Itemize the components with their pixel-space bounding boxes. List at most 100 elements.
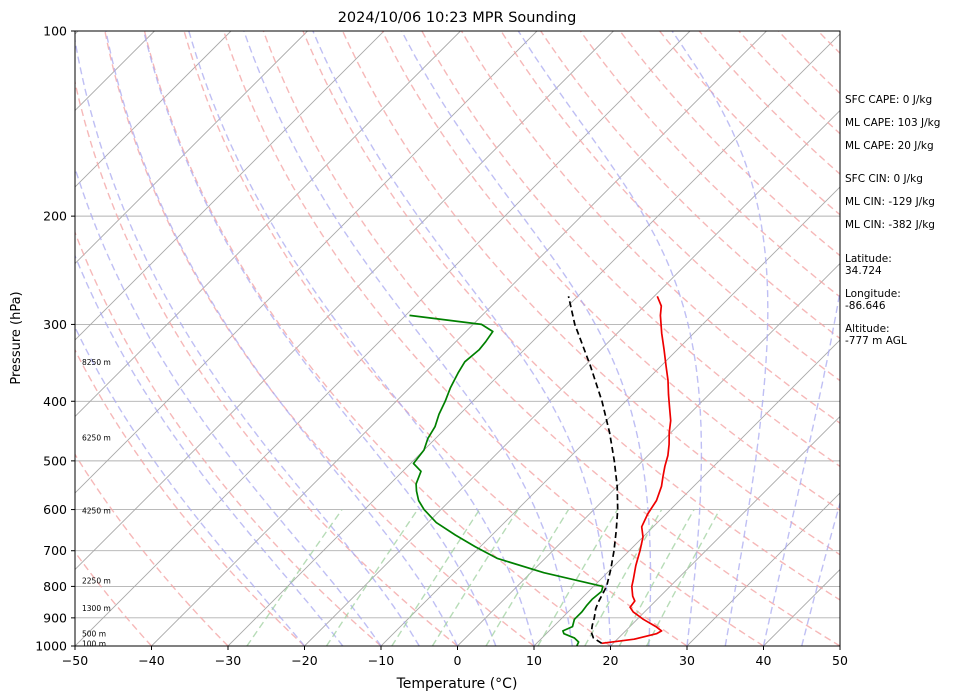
- moist-adiabat: [243, 31, 573, 646]
- dry-adiabat: [619, 31, 840, 257]
- dry-adiabat: [698, 31, 840, 175]
- dry-adiabat: [104, 31, 535, 646]
- isotherm-line: [380, 186, 840, 646]
- sounding-parameter: Altitude: -777 m AGL: [845, 323, 907, 347]
- isotherm-line: [457, 262, 840, 646]
- mixing-ratio-line: [485, 509, 570, 646]
- x-axis-label: Temperature (°C): [396, 676, 518, 692]
- x-tick-label: −40: [138, 653, 164, 668]
- y-axis-ticks: 1000 900 800 700 600 500 400 300 200 100: [35, 24, 75, 654]
- x-tick-label: 50: [832, 653, 848, 668]
- height-label: 1300 m: [82, 604, 111, 613]
- moist-adiabat: [143, 31, 497, 646]
- sounding-parameter: SFC CIN: 0 J/kg: [845, 173, 923, 185]
- x-tick-label: 10: [526, 653, 542, 668]
- height-label: 2250 m: [82, 576, 111, 585]
- isotherm-line: [686, 492, 840, 646]
- y-axis-label: Pressure (hPa): [9, 291, 24, 384]
- moist-adiabat: [75, 165, 382, 646]
- dry-adiabat: [75, 78, 458, 646]
- mixing-ratio-line: [246, 509, 343, 646]
- moist-adiabat: [671, 31, 769, 646]
- sounding-parameter: Longitude: -86.646: [845, 288, 901, 312]
- y-tick-label: 700: [43, 543, 67, 558]
- isotherm-line: [75, 31, 538, 494]
- series-layer: [409, 295, 672, 646]
- x-tick-label: 0: [454, 653, 462, 668]
- dry-adiabat: [500, 31, 840, 382]
- moist-adiabat: [75, 36, 420, 646]
- dry-adiabat: [341, 31, 840, 556]
- x-tick-label: −20: [291, 653, 317, 668]
- dry-adiabat: [579, 31, 840, 298]
- y-tick-label: 100: [43, 24, 67, 39]
- sounding-parameter: Latitude: 34.724: [845, 253, 892, 277]
- dry-adiabat: [659, 31, 840, 216]
- height-label: 6250 m: [82, 433, 111, 442]
- dewpoint-profile: [409, 314, 604, 646]
- x-axis-ticks: −50 −40 −30 −20 −10 0 10 20 30 40 50: [62, 646, 848, 668]
- x-tick-label: 20: [603, 653, 619, 668]
- y-tick-label: 900: [43, 610, 67, 625]
- moist-adiabat: [188, 31, 535, 646]
- sounding-parameter: ML CAPE: 103 J/kg: [845, 117, 941, 129]
- dry-adiabat: [75, 453, 229, 646]
- moist-adiabat: [75, 254, 344, 646]
- moist-adiabat: [312, 31, 612, 646]
- sounding-parameter: ML CAPE: 20 J/kg: [845, 140, 934, 152]
- plot-frame: [74, 30, 841, 647]
- x-tick-label: −10: [368, 653, 394, 668]
- x-tick-label: −30: [215, 653, 241, 668]
- dry-adiabat: [183, 31, 688, 646]
- dry-adiabat: [143, 31, 611, 646]
- moist-adiabat: [105, 31, 459, 646]
- mixing-ratio-line: [584, 509, 663, 646]
- dry-adiabat: [302, 31, 840, 601]
- mixing-ratio-line: [431, 509, 519, 646]
- moist-adiabat: [762, 287, 840, 646]
- mixing-ratio-line: [325, 509, 419, 646]
- y-tick-label: 800: [43, 579, 67, 594]
- height-label: 500 m: [82, 630, 106, 639]
- y-tick-label: 400: [43, 394, 67, 409]
- isotherm-line: [610, 415, 840, 646]
- y-tick-label: 500: [43, 453, 67, 468]
- isotherm-line: [75, 31, 385, 341]
- height-label: 100 m: [82, 639, 106, 648]
- isotherm-line: [533, 339, 840, 646]
- sounding-parameter: SFC CAPE: 0 J/kg: [845, 94, 933, 106]
- x-tick-label: 30: [679, 653, 695, 668]
- isotherm-line: [151, 31, 767, 646]
- dry-adiabat: [223, 31, 764, 646]
- mixing-ratio-line: [645, 509, 721, 646]
- sounding-parameter: ML CIN: -382 J/kg: [845, 219, 935, 231]
- height-label: 8250 m: [82, 358, 111, 367]
- isotherm-line: [227, 33, 840, 646]
- moist-adiabat: [75, 325, 306, 646]
- y-tick-label: 1000: [35, 639, 67, 654]
- sounding-parameter: ML CIN: -129 J/kg: [845, 196, 935, 208]
- dry-adiabat: [75, 230, 382, 646]
- isotherm-line: [75, 31, 232, 188]
- isotherm-line: [75, 31, 614, 571]
- temperature-profile: [601, 295, 672, 645]
- grid-layer: [0, 31, 840, 646]
- adiabat-layer: [75, 31, 840, 646]
- isotherm-line: [75, 31, 308, 265]
- y-tick-label: 300: [43, 317, 67, 332]
- isotherm-line: [75, 31, 461, 418]
- y-tick-label: 600: [43, 502, 67, 517]
- moist-adiabat: [400, 31, 652, 646]
- plot-area: [0, 31, 840, 646]
- mixing-ratio-line: [618, 509, 695, 646]
- x-tick-label: −50: [62, 653, 88, 668]
- mixing-ratio-line: [391, 509, 481, 646]
- isotherm-line: [75, 31, 691, 646]
- dry-adiabat: [421, 31, 840, 468]
- chart-title: 2024/10/06 10:23 MPR Sounding: [338, 10, 577, 26]
- parcel-profile: [567, 296, 619, 645]
- y-tick-label: 200: [43, 209, 67, 224]
- isotherm-line: [0, 31, 2, 646]
